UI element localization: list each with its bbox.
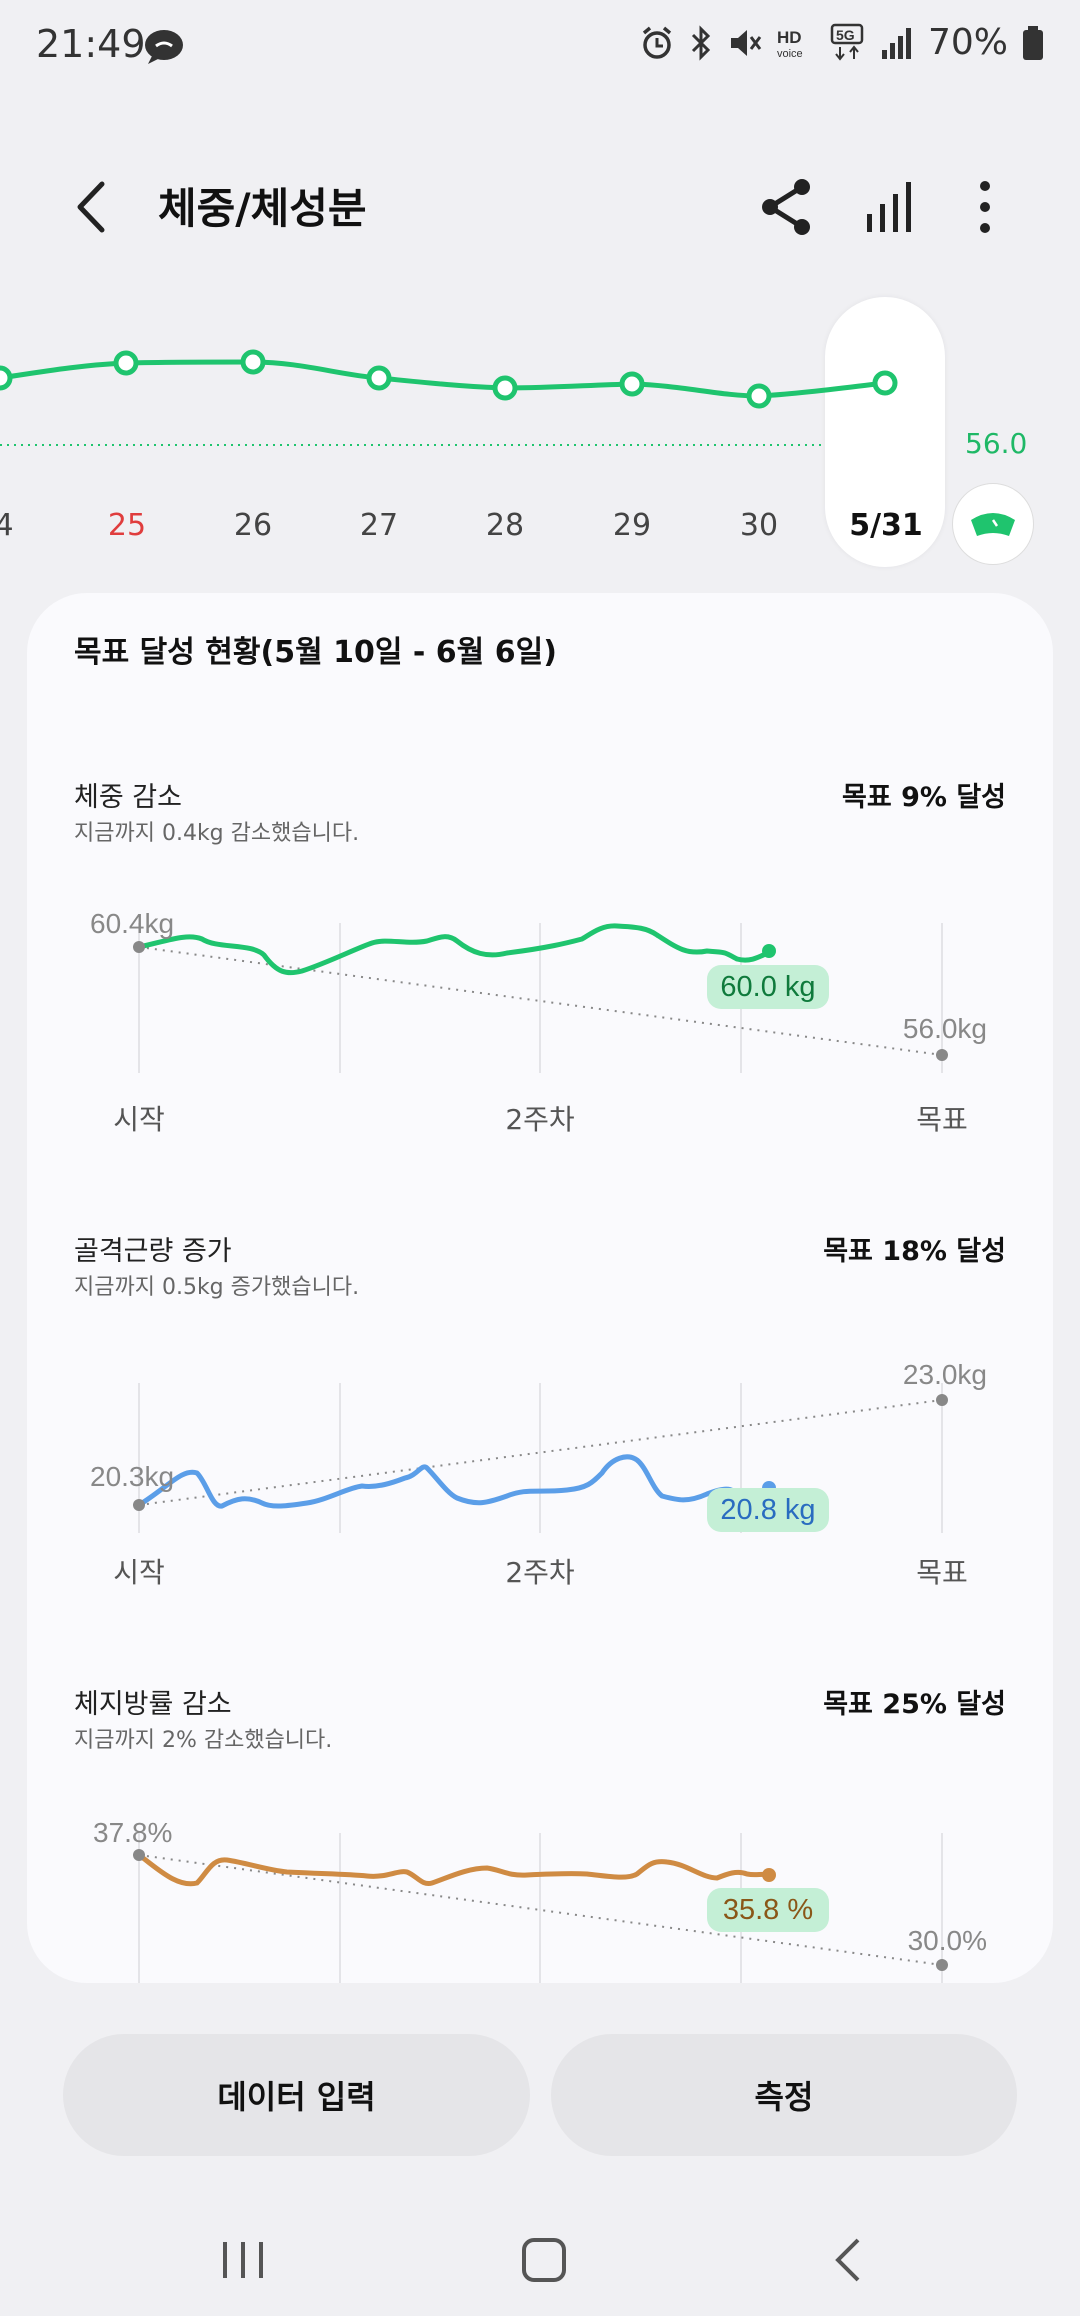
current-value-badge [707, 965, 829, 1009]
start-value: 20.3kg [90, 1461, 174, 1492]
current-point [762, 944, 776, 958]
day-point [240, 349, 266, 375]
start-value: 37.8% [93, 1817, 172, 1848]
mute-icon [730, 29, 762, 56]
data-input-button[interactable]: 데이터 입력 [63, 2034, 530, 2156]
goal-status-card: 목표 달성 현황(5월 10일 - 6월 6일) 체중 감소 지금까지 0.4k… [27, 593, 1053, 1983]
axis-week2: 2주차 [505, 1556, 575, 1589]
card-title: 목표 달성 현황(5월 10일 - 6월 6일) [74, 635, 557, 670]
measure-button[interactable]: 측정 [551, 2034, 1017, 2156]
day-label[interactable]: 4 [0, 508, 14, 543]
target-point [936, 1049, 948, 1061]
scale-button[interactable] [952, 483, 1034, 565]
section-subtitle: 지금까지 0.5kg 증가했습니다. [74, 1275, 360, 1300]
target-point [936, 1959, 948, 1971]
day-label[interactable]: 26 [233, 508, 273, 543]
daily-weight-chart [0, 349, 898, 446]
day-label[interactable]: 30 [739, 508, 779, 543]
page-title: 체중/체성분 [158, 184, 367, 233]
section-subtitle: 지금까지 0.4kg 감소했습니다. [74, 821, 360, 846]
axis-start: 시작 [113, 1103, 165, 1136]
section-achievement: 목표 9% 달성 [842, 782, 1006, 813]
axis-start: 시작 [113, 1556, 165, 1589]
battery-percent: 70% [927, 22, 1008, 63]
axis-week2: 2주차 [505, 1103, 575, 1136]
weight-goal-chart: 60.0 kg 60.4kg 56.0kg [90, 908, 987, 1073]
statistics-icon[interactable] [855, 172, 925, 242]
status-time: 21:49 [36, 22, 146, 66]
more-options-icon[interactable] [950, 172, 1020, 242]
day-label[interactable]: 27 [359, 508, 399, 543]
day-point [0, 365, 13, 391]
day-point [492, 375, 518, 401]
target-value: 30.0% [908, 1925, 987, 1956]
app-header: 체중/체성분 [0, 150, 1080, 260]
day-point [746, 383, 772, 409]
target-value: 23.0kg [903, 1359, 987, 1390]
day-label-selected[interactable]: 5/31 [849, 508, 923, 543]
day-point [366, 365, 392, 391]
back-arrow-icon[interactable] [60, 172, 130, 242]
weight-line [0, 359, 886, 399]
selected-day-highlight[interactable] [825, 297, 945, 567]
goal-weight-label: 56.0 [965, 427, 1028, 460]
svg-text:voice: voice [777, 48, 803, 60]
target-value: 56.0kg [903, 1013, 987, 1044]
home-icon[interactable] [514, 2230, 574, 2290]
day-label[interactable]: 29 [612, 508, 652, 543]
svg-text:HD: HD [777, 28, 802, 47]
current-value: 20.8 kg [720, 1494, 815, 1526]
day-labels: 4 25 26 27 28 29 30 5/31 [0, 290, 1080, 580]
section-achievement: 목표 18% 달성 [823, 1236, 1006, 1267]
hd-voice-icon: HD voice [777, 28, 803, 60]
day-point [619, 371, 645, 397]
current-value: 35.8 % [723, 1894, 813, 1926]
battery-icon [1023, 25, 1043, 60]
axis-goal: 목표 [916, 1556, 968, 1589]
current-value-badge [707, 1888, 829, 1932]
scale-icon [971, 513, 1015, 536]
section-achievement: 목표 25% 달성 [823, 1689, 1006, 1720]
signal-icon [881, 27, 911, 59]
message-icon [145, 30, 183, 64]
start-point [133, 941, 145, 953]
day-point [872, 370, 898, 396]
current-point [762, 1868, 776, 1882]
alarm-icon [642, 26, 672, 59]
bluetooth-icon [691, 24, 711, 61]
weight-trend-line [138, 923, 773, 976]
bodyfat-trend-line [137, 1852, 770, 1887]
5g-icon: 5G [830, 23, 864, 61]
status-bar: 21:49 HD voice 5G [0, 0, 1080, 95]
current-value-badge [707, 1488, 829, 1532]
start-point [133, 1499, 145, 1511]
start-value: 60.4kg [90, 908, 174, 939]
share-icon[interactable] [752, 172, 822, 242]
day-label[interactable]: 28 [485, 508, 525, 543]
navigation-bar [0, 2200, 1080, 2316]
muscle-goal-chart: 20.8 kg 20.3kg 23.0kg [90, 1359, 987, 1533]
status-icons: HD voice 5G 70% [640, 22, 1044, 63]
current-value: 60.0 kg [720, 971, 815, 1003]
start-point [133, 1849, 145, 1861]
section-title: 체지방률 감소 [74, 1689, 232, 1720]
section-subtitle: 지금까지 2% 감소했습니다. [74, 1728, 333, 1753]
recent-apps-icon[interactable] [213, 2230, 273, 2290]
bodyfat-goal-chart: 35.8 % 37.8% 30.0% [93, 1817, 987, 1983]
axis-goal: 목표 [916, 1103, 968, 1136]
day-label[interactable]: 25 [107, 508, 147, 543]
day-point [113, 350, 139, 376]
back-nav-icon[interactable] [820, 2230, 880, 2290]
muscle-trend-line [137, 1454, 771, 1509]
svg-text:5G: 5G [836, 27, 855, 43]
section-title: 골격근량 증가 [74, 1236, 232, 1267]
target-point [936, 1394, 948, 1406]
section-title: 체중 감소 [74, 782, 182, 813]
